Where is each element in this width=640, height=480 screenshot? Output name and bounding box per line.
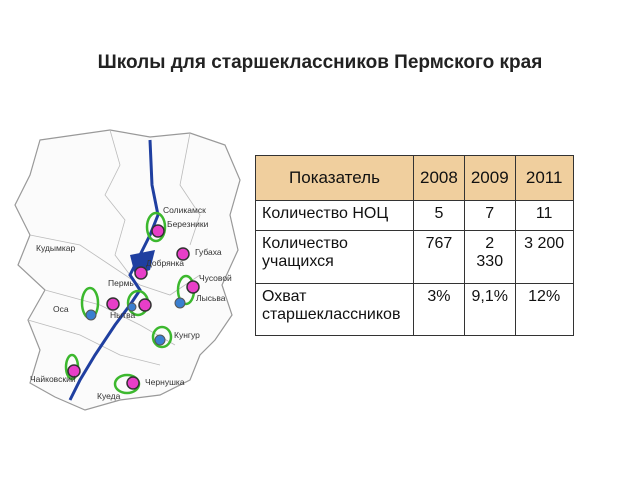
river [68,139,160,401]
table-cell: 2 330 [463,230,516,284]
table-cell: 3 200 [514,230,574,284]
borders [27,129,201,366]
table-cell: 12% [514,283,574,336]
city-label: Соликамск [163,205,206,215]
table-cell: Охват старшеклассников [255,283,414,336]
city-label: Кудымкар [36,243,75,253]
small-markers [85,297,186,346]
region-outline [14,129,241,411]
table-cell: 3% [413,283,465,336]
column-header: Показатель [255,155,414,201]
table-cell: 767 [413,230,465,284]
table-cell: 11 [514,200,574,231]
table-row: Охват старшеклассников 3% 9,1% 12% [255,283,574,336]
title: Школы для старшеклассников Пермского кра… [97,52,543,73]
column-header: 2009 [463,155,516,201]
city-label: Добрянка [146,258,184,268]
city-label: Оса [53,304,69,314]
city-label: Березники [167,219,209,229]
table-cell: Количество учащихся [255,230,414,284]
column-header: 2008 [413,155,465,201]
table-row: Количество учащихся 767 2 330 3 200 [255,230,574,284]
city-label: Чернушка [145,377,185,387]
map: Соликамск Березники Кудымкар Губаха Добрянка… [14,129,241,411]
city-label: Куеда [97,391,121,401]
city-label: Чусовой [199,273,232,283]
data-table: Показатель 2008 2009 2011 Количество НОЦ 5 7 11… [255,155,574,336]
city-label: Лысьва [196,293,226,303]
school-markers [67,224,200,390]
city-label: Пермь [108,278,134,288]
table-cell: 9,1% [463,283,516,336]
table-cell: 5 [413,200,465,231]
city-label: Губаха [195,247,222,257]
table-row: Количество НОЦ 5 7 11 [255,200,574,231]
table-cell: 7 [463,200,516,231]
table-cell: Количество НОЦ [255,200,414,231]
column-header: 2011 [514,155,574,201]
city-label: Чайковский [30,374,76,384]
city-label: Кунгур [174,330,200,340]
city-label: Нытва [110,310,136,320]
